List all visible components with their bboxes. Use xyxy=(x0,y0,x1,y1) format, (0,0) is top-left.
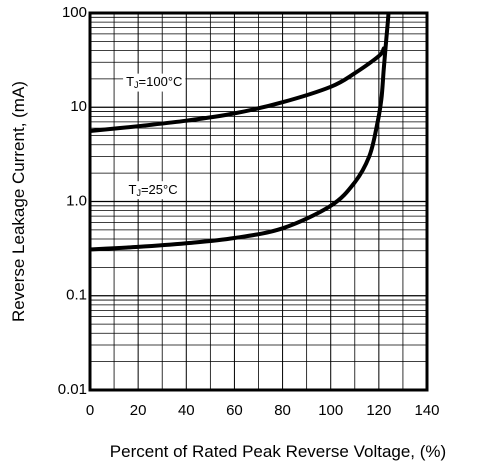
y-tick-label: 100 xyxy=(62,4,87,21)
series-line-1 xyxy=(90,13,391,252)
x-tick-label: 80 xyxy=(274,402,291,419)
svg-text:TJ=100°C: TJ=100°C xyxy=(126,75,182,91)
series-label-0: TJ=100°C xyxy=(123,73,186,92)
y-tick-label: 0.1 xyxy=(66,287,87,304)
x-tick-label: 100 xyxy=(318,402,343,419)
grid-lines xyxy=(90,13,427,390)
y-tick-label: 10 xyxy=(70,98,87,115)
x-tick-label: 0 xyxy=(86,402,94,419)
x-tick-label: 120 xyxy=(366,402,391,419)
x-tick-label: 20 xyxy=(130,402,147,419)
series-line-0 xyxy=(90,46,386,133)
curve-labels: TJ=100°C TJ=25°C xyxy=(123,73,186,200)
y-tick-label: 0.01 xyxy=(58,381,87,398)
plot-frame xyxy=(88,11,429,392)
x-tick-label: 40 xyxy=(178,402,195,419)
x-tick-label: 60 xyxy=(226,402,243,419)
svg-text:TJ=25°C: TJ=25°C xyxy=(129,182,178,198)
series-label-1: TJ=25°C xyxy=(125,181,181,200)
x-axis-title: Percent of Rated Peak Reverse Voltage, (… xyxy=(110,442,446,461)
y-tick-label: 1.0 xyxy=(66,192,87,209)
x-tick-label: 140 xyxy=(414,402,439,419)
tick-labels: 0 20 40 60 80 100 120 140 0.01 0.1 1.0 10 100 xyxy=(58,4,440,419)
series-curves xyxy=(90,13,391,252)
y-axis-title: Reverse Leakage Current, (mA) xyxy=(9,81,28,322)
